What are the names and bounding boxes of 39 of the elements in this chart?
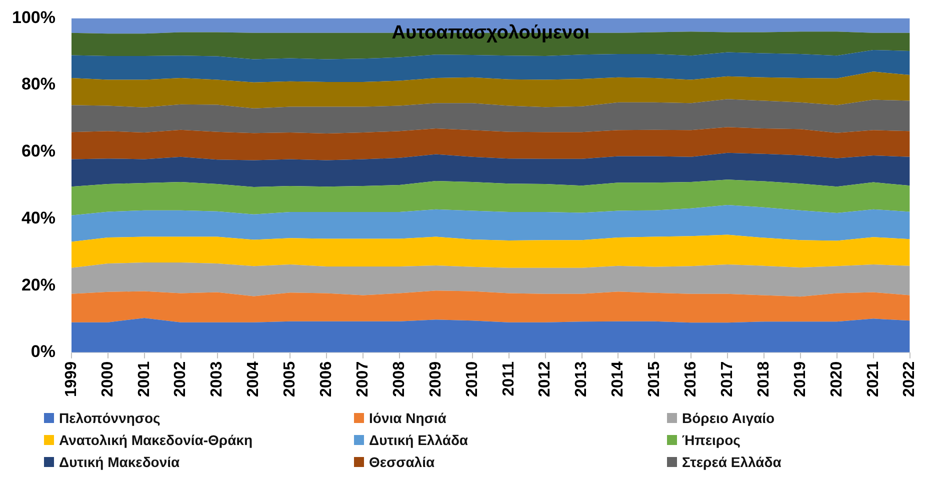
y-tick-label: 20% [21,275,56,294]
x-tick-label: 2011 [500,361,518,396]
x-tick-label: 2014 [610,361,627,397]
x-tick-label: 2019 [792,361,809,397]
legend-label: Ιόνια Νησιά [369,410,446,426]
legend-label: Θεσσαλία [369,454,435,470]
x-tick-label: 2006 [318,361,336,397]
x-tick-label: 2022 [901,361,918,397]
x-tick-label: 2020 [828,361,846,397]
legend-label: Πελοπόννησος [59,410,160,426]
legend-label: Στερεά Ελλάδα [682,454,782,470]
x-tick-label: 2000 [99,361,116,397]
y-tick-label: 60% [21,142,56,161]
x-tick-label: 2013 [573,361,590,397]
legend-label: Δυτική Ελλάδα [369,432,468,448]
x-tick-label: 2002 [172,361,190,397]
legend-label: Δυτική Μακεδονία [59,454,180,470]
x-tick-label: 2004 [245,361,262,397]
x-tick-label: 2018 [755,361,772,397]
x-tick-label: 2001 [136,361,153,397]
x-tick-label: 2012 [536,361,554,397]
x-tick-label: 2021 [864,361,882,397]
x-tick-label: 2008 [390,361,408,397]
x-tick-label: 1999 [62,361,80,397]
x-tick-label: 2015 [646,361,664,397]
legend-label: Ανατολική Μακεδονία-Θράκη [59,432,253,448]
y-tick-label: 100% [12,8,56,27]
y-tick-label: 40% [21,208,56,228]
x-tick-label: 2005 [282,361,299,397]
y-tick-label: 80% [21,74,56,94]
legend-label: Βόρειο Αιγαίο [682,410,775,426]
x-tick-label: 2010 [464,361,481,397]
x-tick-label: 2009 [427,361,444,397]
legend-label: Ήπειρος [682,432,740,448]
x-tick-label: 2007 [354,361,372,397]
y-tick-label: 0% [30,342,56,362]
x-tick-label: 2003 [208,361,226,397]
x-tick-label: 2017 [718,361,736,397]
x-tick-label: 2016 [682,361,700,397]
